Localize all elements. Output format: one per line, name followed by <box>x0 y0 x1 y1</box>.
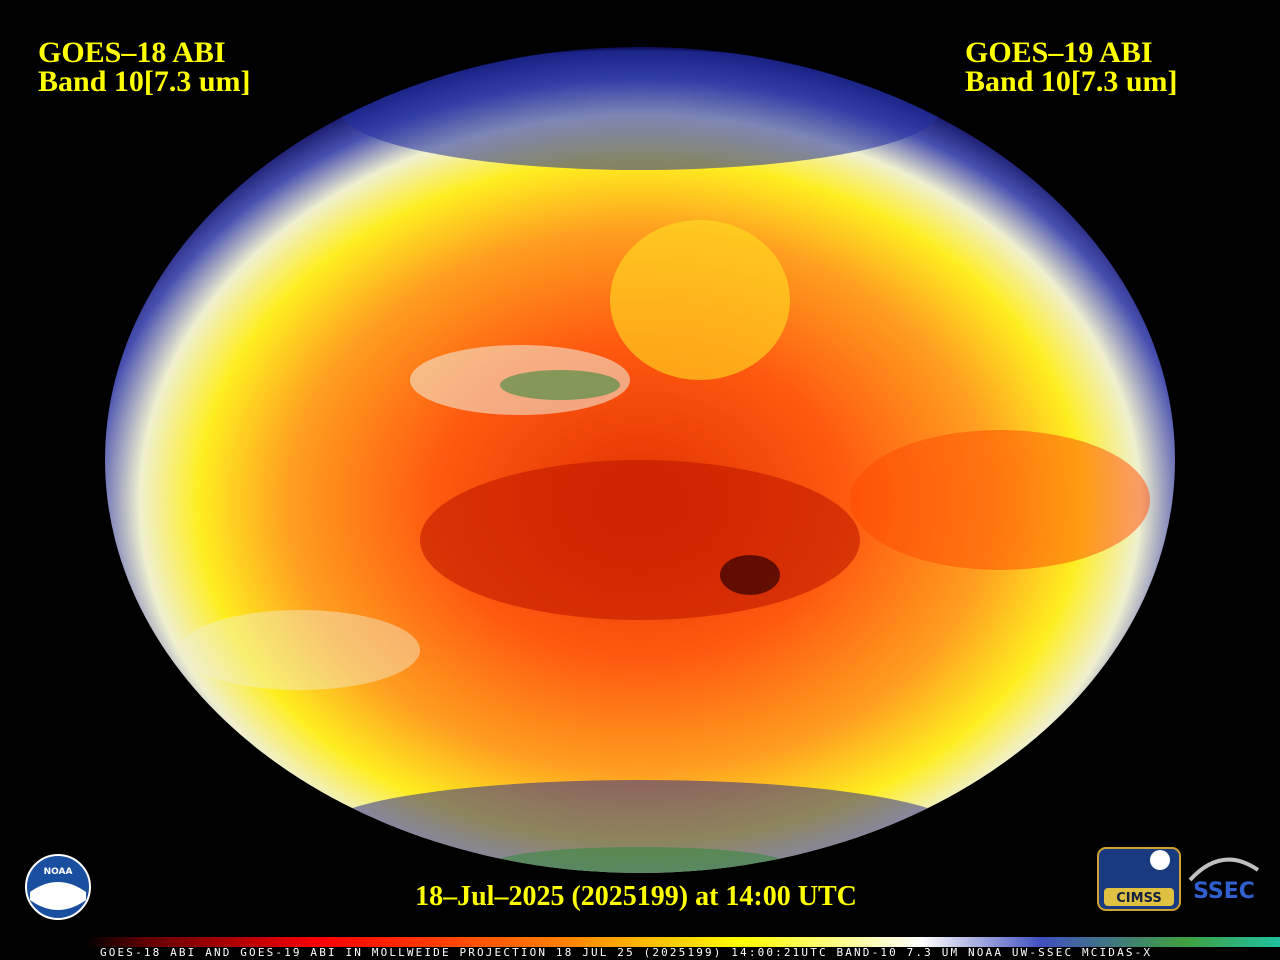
left-label-line2: Band 10[7.3 um] <box>38 65 251 98</box>
cimss-logo: CIMSS <box>1097 847 1181 911</box>
right-label-line2: Band 10[7.3 um] <box>965 65 1178 98</box>
timestamp: 18–Jul–2025 (2025199) at 14:00 UTC <box>415 881 857 912</box>
noaa-logo: NOAA <box>25 854 91 920</box>
cimss-text: CIMSS <box>1116 891 1161 906</box>
ssec-text: SSEC <box>1193 879 1255 904</box>
left-label-line1: GOES–18 ABI <box>38 36 226 69</box>
noaa-text: NOAA <box>44 867 73 877</box>
right-label-line1: GOES–19 ABI <box>965 36 1153 69</box>
color-bar <box>85 937 1280 947</box>
ssec-logo: SSEC <box>1188 857 1260 904</box>
weather-features <box>180 50 1150 873</box>
